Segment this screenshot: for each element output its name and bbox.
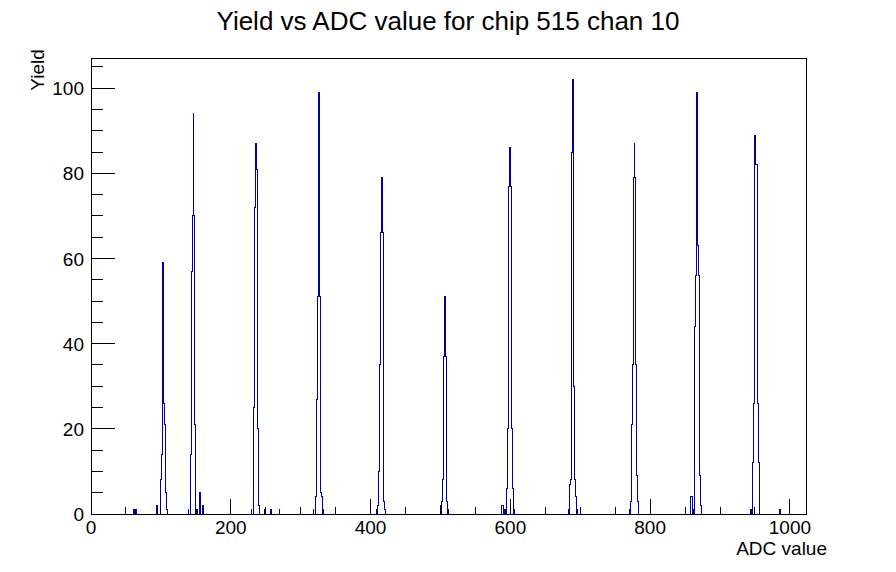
x-tick-label: 600 — [495, 517, 527, 538]
y-tick-label: 60 — [63, 249, 84, 270]
x-tick-label: 800 — [634, 517, 666, 538]
x-tick-label: 1000 — [769, 517, 811, 538]
histogram-line — [91, 80, 806, 514]
y-tick-label: 0 — [73, 504, 84, 525]
y-tick-label: 100 — [52, 78, 84, 99]
x-tick-label: 200 — [215, 517, 247, 538]
y-tick-label: 40 — [63, 334, 84, 355]
y-tick-label: 20 — [63, 419, 84, 440]
histogram-plot: 0 200 400 600 800 1000 0 20 40 60 80 100 — [0, 0, 896, 572]
x-tick-label: 0 — [86, 517, 97, 538]
y-tick-label: 80 — [63, 163, 84, 184]
root-canvas: Yield vs ADC value for chip 515 chan 10 … — [0, 0, 896, 572]
x-tick-label: 400 — [355, 517, 387, 538]
